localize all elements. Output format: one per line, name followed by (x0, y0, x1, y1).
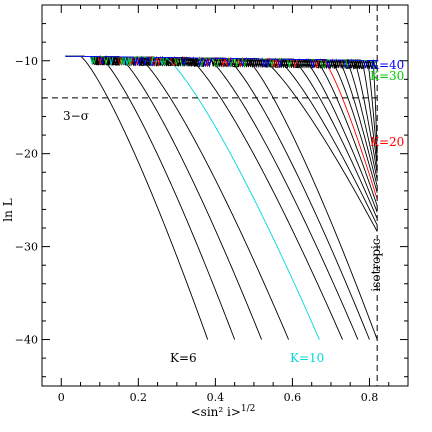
series-line-k21 (65, 54, 378, 193)
y-tick-label: −30 (15, 241, 38, 254)
k40-label: K=40 (370, 58, 404, 72)
axis-ticks: 0 0.2 0.4 0.6 0.8 −10 −20 −30 −40 (15, 5, 408, 404)
series-line-k12 (65, 55, 359, 340)
y-tick-label: −20 (15, 148, 38, 161)
y-axis-label: ln L (1, 198, 15, 221)
x-tick-label: 0.6 (284, 391, 302, 404)
y-tick-label: −40 (15, 334, 38, 347)
x-tick-label: 0 (58, 391, 65, 404)
series-line-k8 (65, 55, 263, 340)
isotropic-label: isotropic (369, 238, 383, 292)
series-line-k6 (65, 55, 209, 340)
x-tick-label: 0.4 (207, 391, 225, 404)
y-tick-label: −10 (15, 55, 38, 68)
series-line-k19 (65, 55, 378, 206)
curves (65, 54, 378, 340)
x-tick-label: 0.2 (130, 391, 148, 404)
series-line-k15 (65, 55, 378, 232)
k30-label: K=30 (370, 69, 404, 83)
x-axis-label-sup: 1/2 (241, 404, 255, 414)
k6-label: K=6 (170, 351, 197, 365)
series-line-k40 (65, 55, 378, 69)
series-line-k24 (65, 55, 378, 174)
sigma-label: 3−σ (63, 109, 89, 123)
series-line-k20 (65, 55, 378, 200)
series-line-k22 (65, 55, 378, 187)
x-tick-label: 0.8 (361, 391, 379, 404)
x-axis-label: <sin² i>1/2 (191, 404, 256, 419)
k20-label: K=20 (370, 135, 404, 149)
x-axis-label-main: <sin² i> (191, 405, 241, 419)
series-line-k16 (65, 55, 378, 226)
plot-frame (41, 4, 409, 387)
k10-label: K=10 (290, 351, 324, 365)
